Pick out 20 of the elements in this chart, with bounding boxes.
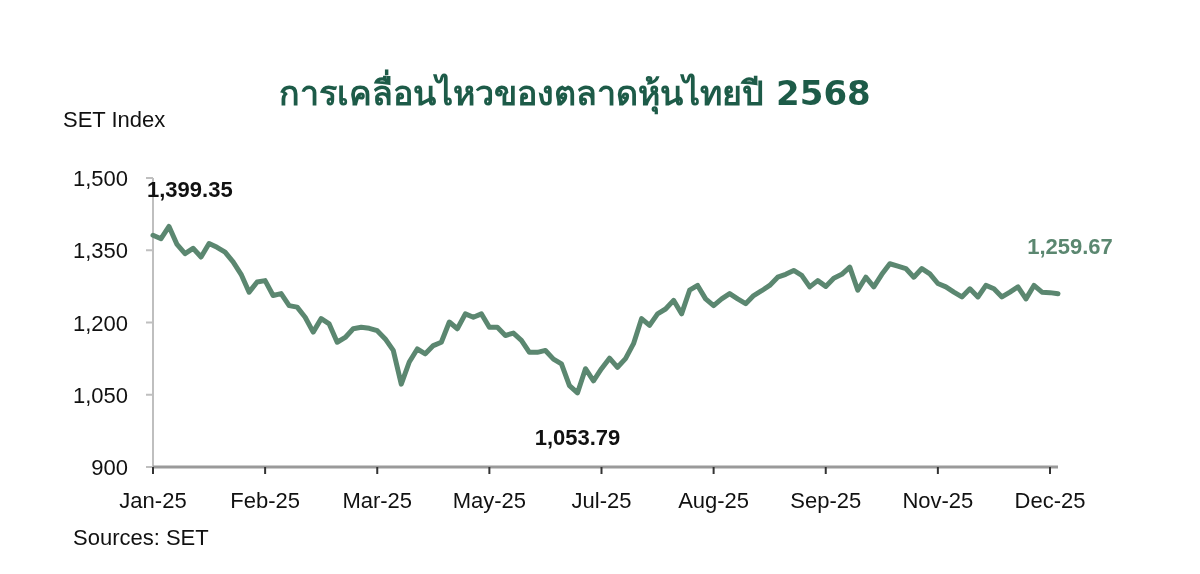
y-tick-label: 1,350 (72, 238, 128, 264)
x-tick-label: Mar-25 (342, 488, 413, 513)
y-tick-label: 1,200 (72, 310, 128, 336)
x-tick-label: Jul-25 (571, 488, 632, 513)
x-tick-label: Feb-25 (230, 488, 300, 513)
x-tick-label: Sep-25 (790, 488, 862, 513)
x-tick-label: Dec-25 (1014, 488, 1086, 513)
annotation: 1,259.67 (1027, 233, 1113, 259)
y-tick-label: 1,050 (72, 382, 128, 408)
y-tick-label: 1,500 (72, 166, 128, 191)
x-tick-label: Nov-25 (902, 488, 974, 513)
y-tick-label: 900 (91, 455, 128, 480)
x-tick-label: May-25 (452, 488, 527, 513)
x-tick-label: Aug-25 (678, 488, 750, 513)
x-tick-label: Jan-25 (119, 488, 187, 513)
annotation: 1,053.79 (534, 424, 621, 450)
y-axis-title: SET Index (63, 107, 166, 132)
annotation: 1,399.35 (147, 177, 233, 203)
source-note: Sources: SET (73, 525, 209, 550)
chart-title: การเคลื่อนไหวของตลาดหุ้นไทยปี 2568 (279, 69, 871, 115)
